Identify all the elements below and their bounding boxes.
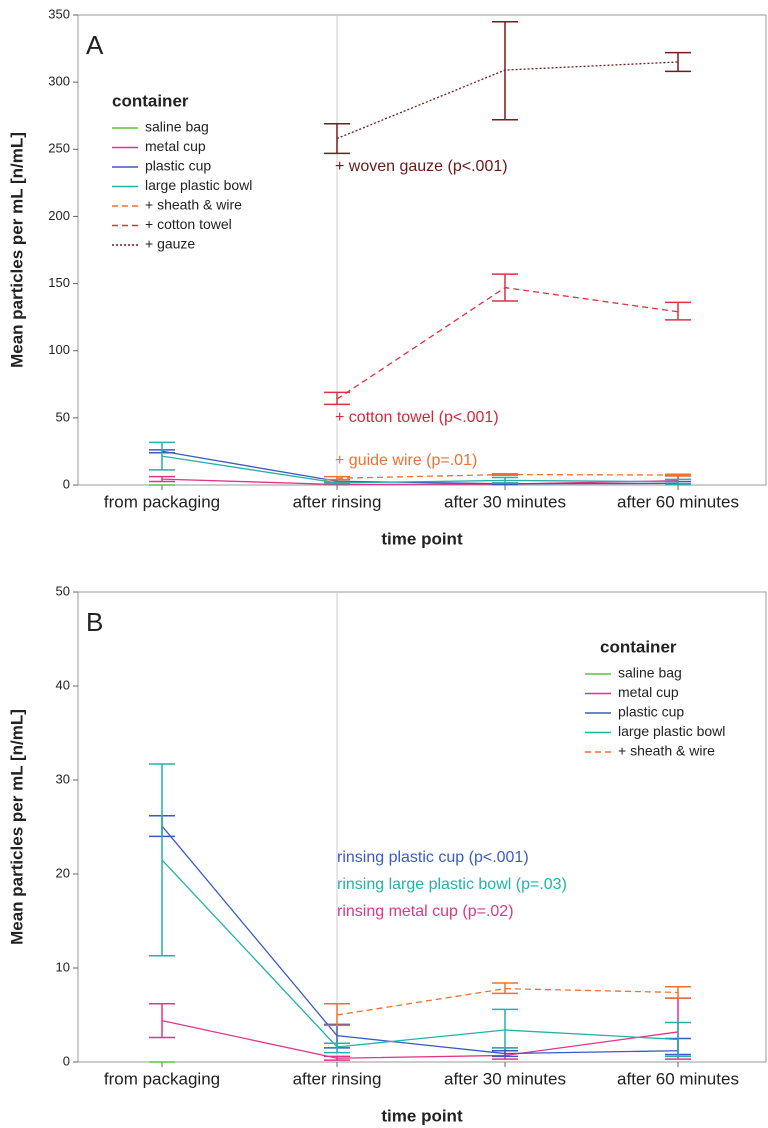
y-tick-label: 150 xyxy=(48,275,70,290)
error-bar xyxy=(149,1002,175,1039)
legend-label: + gauze xyxy=(145,236,195,252)
legend-label: metal cup xyxy=(145,138,206,154)
x-axis-title: time point xyxy=(381,529,463,548)
y-tick-label: 350 xyxy=(48,6,70,21)
y-tick-label: 30 xyxy=(56,771,70,786)
error-bar xyxy=(324,481,350,485)
series-line xyxy=(336,988,679,1016)
y-tick-label: 50 xyxy=(56,583,70,598)
legend-label: + cotton towel xyxy=(145,216,232,232)
annotation: + cotton towel (p<.001) xyxy=(335,409,499,426)
y-tick-label: 40 xyxy=(56,677,70,692)
series-line xyxy=(336,473,679,479)
x-tick-label: from packaging xyxy=(104,1069,220,1088)
x-axis-title: time point xyxy=(381,1106,463,1125)
y-axis-title: Mean particles per mL [n/mL] xyxy=(7,709,26,945)
y-tick-label: 20 xyxy=(56,865,70,880)
legend-label: plastic cup xyxy=(145,158,211,174)
series-line xyxy=(161,859,679,1048)
error-bar xyxy=(492,472,518,476)
legend-label: + sheath & wire xyxy=(145,197,242,213)
y-tick-label: 300 xyxy=(48,74,70,89)
x-tick-label: after 60 minutes xyxy=(617,492,739,511)
error-bar xyxy=(492,273,518,302)
series-line xyxy=(161,478,679,486)
series-line xyxy=(161,450,679,485)
error-bar xyxy=(324,1055,350,1061)
legend-label: saline bag xyxy=(145,119,209,135)
series-line xyxy=(161,1020,679,1059)
legend-title: container xyxy=(600,637,677,656)
y-tick-label: 250 xyxy=(48,141,70,156)
series-line xyxy=(161,825,679,1055)
series-line xyxy=(161,455,679,484)
error-bar xyxy=(149,441,175,471)
error-bar xyxy=(324,1042,350,1054)
error-bar xyxy=(492,20,518,121)
error-bar xyxy=(149,475,175,483)
plot-frame xyxy=(77,591,767,1063)
error-bar xyxy=(324,123,350,155)
x-tick-label: from packaging xyxy=(104,492,220,511)
series-line xyxy=(336,286,679,400)
annotation: rinsing large plastic bowl (p=.03) xyxy=(337,876,567,893)
error-bar xyxy=(665,473,691,477)
legend-label: saline bag xyxy=(618,665,682,681)
annotation: + woven gauze (p<.001) xyxy=(335,158,508,175)
series-line xyxy=(336,61,679,140)
error-bar xyxy=(492,982,518,995)
annotation: rinsing plastic cup (p<.001) xyxy=(337,849,529,866)
legend-label: plastic cup xyxy=(618,704,684,720)
error-bar xyxy=(324,475,350,481)
annotation: + guide wire (p=.01) xyxy=(335,452,477,469)
y-tick-label: 0 xyxy=(63,476,70,491)
error-bar xyxy=(324,391,350,406)
y-tick-label: 0 xyxy=(63,1053,70,1068)
x-tick-label: after 30 minutes xyxy=(444,1069,566,1088)
y-tick-label: 50 xyxy=(56,409,70,424)
error-bar xyxy=(492,1049,518,1058)
x-tick-label: after rinsing xyxy=(293,1069,382,1088)
legend-label: metal cup xyxy=(618,684,679,700)
panel-label: B xyxy=(86,607,103,637)
error-bar xyxy=(324,1002,350,1027)
panel-label: A xyxy=(86,30,104,60)
y-tick-label: 10 xyxy=(56,959,70,974)
legend-title: container xyxy=(112,91,189,110)
error-bar xyxy=(492,476,518,484)
x-tick-label: after 60 minutes xyxy=(617,1069,739,1088)
legend-label: + sheath & wire xyxy=(618,743,715,759)
x-tick-label: after 30 minutes xyxy=(444,492,566,511)
error-bar xyxy=(665,51,691,73)
error-bar xyxy=(665,986,691,999)
error-bar xyxy=(149,763,175,957)
legend-label: large plastic bowl xyxy=(145,177,252,193)
error-bar xyxy=(492,1008,518,1049)
y-tick-label: 100 xyxy=(48,342,70,357)
annotation: rinsing metal cup (p=.02) xyxy=(337,903,514,920)
x-tick-label: after rinsing xyxy=(293,492,382,511)
error-bar xyxy=(665,478,691,485)
y-axis-title: Mean particles per mL [n/mL] xyxy=(7,132,26,368)
error-bar xyxy=(665,301,691,321)
plot-frame xyxy=(77,14,767,486)
legend-label: large plastic bowl xyxy=(618,723,725,739)
y-tick-label: 200 xyxy=(48,208,70,223)
error-bar xyxy=(665,1021,691,1058)
